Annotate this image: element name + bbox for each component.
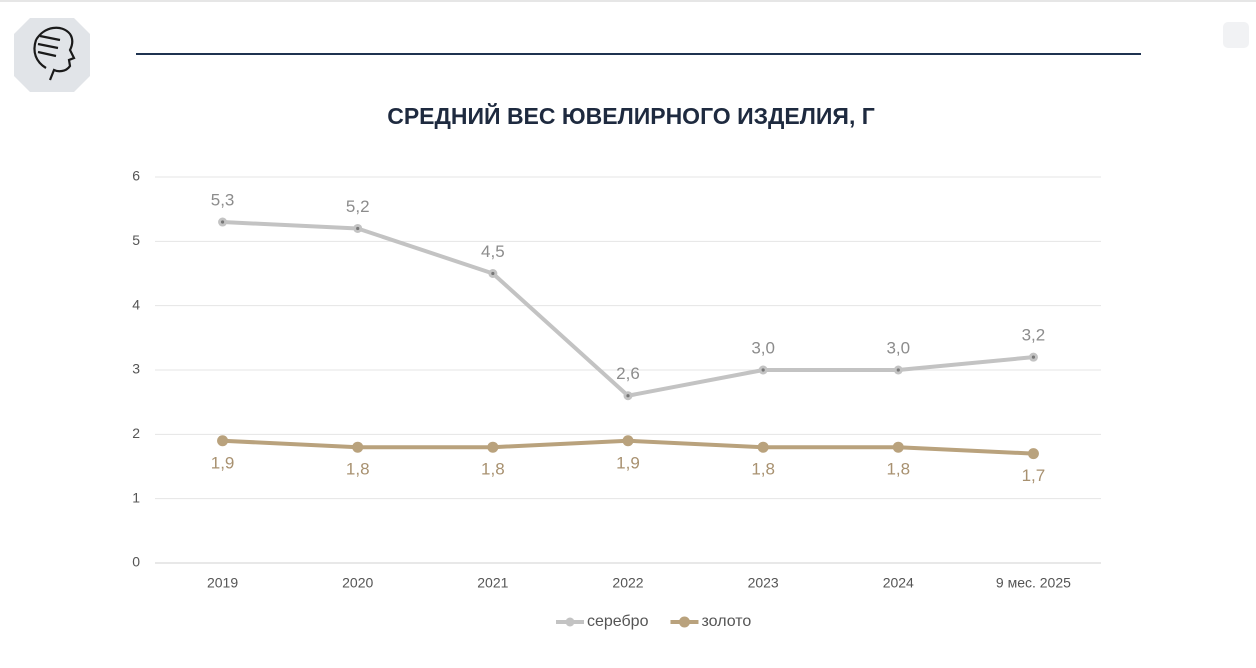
- value-label: 1,8: [886, 460, 910, 479]
- x-tick-label: 2020: [342, 575, 373, 591]
- expand-icon[interactable]: [1223, 22, 1249, 48]
- legend-label: золото: [701, 613, 751, 630]
- y-tick-label: 4: [132, 296, 140, 312]
- point-dot: [896, 368, 900, 372]
- legend-marker: [678, 616, 690, 628]
- point: [1027, 448, 1039, 460]
- y-tick-label: 1: [132, 489, 140, 505]
- point: [757, 441, 769, 453]
- value-label: 5,2: [346, 197, 370, 216]
- value-label: 3,2: [1022, 326, 1046, 345]
- x-tick-label: 2021: [477, 575, 508, 591]
- point: [487, 441, 499, 453]
- value-label: 1,7: [1022, 466, 1046, 485]
- y-tick-label: 2: [132, 425, 140, 441]
- value-label: 1,9: [616, 453, 640, 472]
- point-dot: [761, 368, 765, 372]
- chart-title: СРЕДНИЙ ВЕС ЮВЕЛИРНОГО ИЗДЕЛИЯ, Г: [387, 102, 875, 129]
- point-dot: [356, 226, 360, 231]
- point: [892, 441, 904, 453]
- x-tick-label: 2024: [883, 575, 914, 591]
- point-dot: [1031, 355, 1036, 359]
- value-label: 1,8: [346, 460, 370, 479]
- value-label: 5,3: [211, 191, 235, 210]
- point-dot: [220, 220, 225, 224]
- value-label: 4,5: [481, 242, 505, 261]
- y-tick-label: 6: [132, 168, 140, 184]
- x-tick-label: 9 мес. 2025: [996, 575, 1071, 591]
- point: [622, 435, 634, 447]
- value-label: 1,9: [211, 453, 235, 472]
- x-tick-label: 2023: [748, 575, 779, 591]
- value-label: 1,8: [481, 460, 505, 479]
- point-dot: [626, 394, 630, 398]
- top-border: [0, 0, 1256, 2]
- y-tick-label: 0: [132, 554, 140, 570]
- value-label: 3,0: [751, 338, 775, 357]
- point: [217, 435, 229, 447]
- x-tick-label: 2019: [207, 575, 238, 591]
- y-tick-label: 3: [132, 361, 140, 377]
- logo: [14, 18, 90, 92]
- legend-marker: [565, 617, 575, 627]
- y-tick-label: 5: [132, 232, 140, 248]
- value-label: 1,8: [751, 460, 775, 479]
- point: [352, 441, 364, 453]
- x-tick-label: 2022: [612, 575, 643, 591]
- value-label: 2,6: [616, 364, 640, 383]
- point-dot: [491, 271, 495, 276]
- legend-label: серебро: [587, 613, 649, 630]
- value-label: 3,0: [886, 338, 910, 357]
